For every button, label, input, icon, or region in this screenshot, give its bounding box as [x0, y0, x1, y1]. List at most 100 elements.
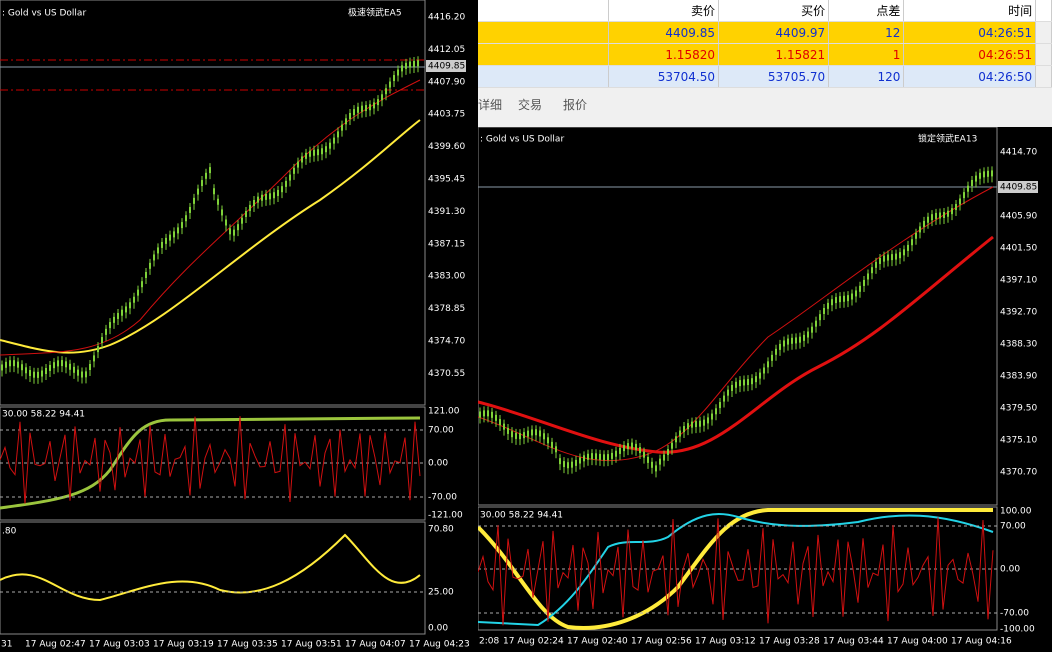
- quote-row[interactable]: 4409.85 4409.97 12 04:26:51: [478, 21, 1052, 44]
- tab[interactable]: 详细: [478, 98, 503, 112]
- indicator-line: [478, 508, 993, 630]
- quote-row[interactable]: 1.15820 1.15821 1 04:26:51: [478, 43, 1052, 66]
- candle: [879, 257, 881, 264]
- candle: [53, 362, 55, 369]
- tab[interactable]: 交易: [518, 98, 543, 112]
- time-label: 17 Aug 03:19: [153, 640, 214, 650]
- candle: [979, 172, 981, 179]
- candle: [819, 314, 821, 321]
- candle: [193, 197, 195, 204]
- candle: [775, 348, 777, 355]
- candle: [947, 210, 949, 217]
- candle: [397, 69, 399, 76]
- candle: [329, 142, 331, 149]
- price-label: 4387.15: [428, 239, 465, 249]
- candle: [659, 458, 661, 465]
- candle: [883, 255, 885, 262]
- candle: [117, 312, 119, 319]
- candle: [519, 433, 521, 440]
- quote-row[interactable]: 53704.50 53705.70 120 04:26:50: [478, 65, 1052, 88]
- candle: [5, 361, 7, 368]
- candle: [759, 372, 761, 379]
- price-label: 4388.30: [1000, 340, 1037, 350]
- candle: [955, 204, 957, 211]
- header: 卖价: [608, 0, 719, 22]
- candle: [25, 367, 27, 374]
- candle: [751, 378, 753, 385]
- candle: [779, 343, 781, 350]
- candle: [723, 395, 725, 402]
- candle: [627, 443, 629, 450]
- candle: [185, 215, 187, 222]
- candle: [249, 204, 251, 211]
- candle: [377, 99, 379, 106]
- candle: [373, 102, 375, 109]
- candle: [393, 75, 395, 82]
- candle: [559, 458, 561, 465]
- header: 点差: [828, 0, 905, 22]
- indicator-label: .80: [2, 527, 17, 537]
- price-label: 4395.45: [428, 175, 465, 185]
- header-row: 卖价 买价 点差 时间: [478, 0, 1052, 22]
- level-label: -70.00: [428, 493, 457, 503]
- candle: [611, 452, 613, 459]
- candle: [623, 445, 625, 452]
- header: 时间: [903, 0, 1037, 22]
- candle: [269, 193, 271, 200]
- candle: [301, 156, 303, 163]
- candle: [289, 174, 291, 181]
- price-label: 4370.55: [428, 369, 465, 379]
- candle: [409, 61, 411, 68]
- candle: [683, 426, 685, 433]
- indicator-line: [0, 416, 421, 510]
- candle: [823, 307, 825, 314]
- candle: [173, 231, 175, 238]
- candle: [827, 302, 829, 309]
- level-label: 121.00: [428, 407, 460, 417]
- candle: [97, 346, 99, 353]
- level-label: 0.00: [428, 459, 448, 469]
- price-label: 4401.50: [1000, 244, 1037, 254]
- candle: [389, 81, 391, 88]
- level-label: 70.00: [1000, 522, 1026, 532]
- price-label: 4397.10: [1000, 276, 1037, 286]
- candle: [125, 306, 127, 313]
- tab[interactable]: 报价: [563, 98, 588, 112]
- candle: [105, 328, 107, 335]
- candle: [491, 411, 493, 418]
- candle: [799, 336, 801, 343]
- candle: [93, 355, 95, 362]
- candle: [37, 371, 39, 378]
- time-label: 17 Aug 03:28: [759, 637, 820, 647]
- quote-cell: 04:26:51: [903, 43, 1037, 66]
- candle: [365, 105, 367, 112]
- candle: [763, 367, 765, 374]
- candle: [703, 419, 705, 426]
- price-tag: [998, 181, 1038, 193]
- candle: [523, 432, 525, 439]
- price-tag: [426, 60, 466, 72]
- quote-cell: 53704.50: [608, 65, 719, 88]
- candle: [61, 360, 63, 367]
- candle: [859, 285, 861, 292]
- candle: [129, 302, 131, 309]
- price-label: 4416.20: [428, 13, 465, 23]
- candle: [121, 309, 123, 316]
- candle: [603, 454, 605, 461]
- candle: [9, 360, 11, 367]
- candle: [169, 234, 171, 241]
- candle: [309, 150, 311, 157]
- candle: [341, 124, 343, 131]
- ea-label: 极速领武EA5: [348, 7, 402, 19]
- candle: [747, 379, 749, 386]
- candle: [77, 369, 79, 376]
- candle: [353, 109, 355, 116]
- candle: [385, 88, 387, 95]
- candle: [695, 421, 697, 428]
- level-label: -121.00: [428, 511, 463, 521]
- candle: [851, 293, 853, 300]
- candle: [795, 337, 797, 344]
- candle: [229, 228, 231, 235]
- candle: [811, 326, 813, 333]
- time-label: 17 Aug 04:07: [345, 640, 406, 650]
